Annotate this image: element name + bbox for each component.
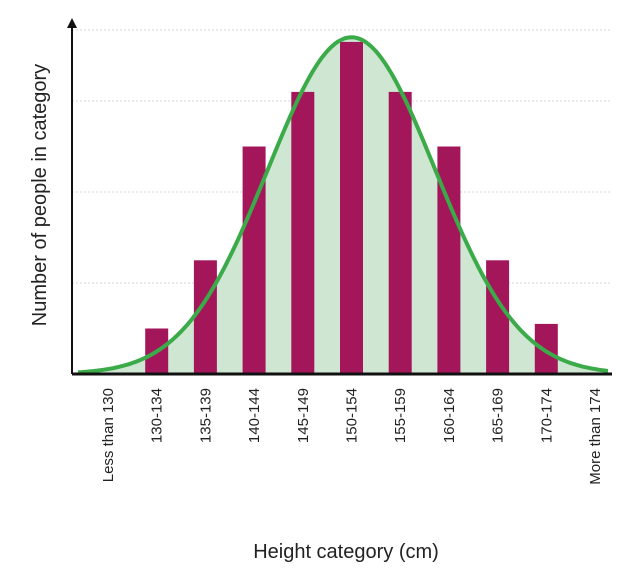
- x-axis-title: Height category (cm): [253, 541, 439, 563]
- x-tick-label: 145-149: [295, 388, 312, 443]
- normal-curve: [77, 35, 609, 375]
- bar-135-139: [193, 260, 217, 375]
- bar-165-169: [486, 260, 510, 375]
- x-tick-label: 150-154: [344, 388, 361, 443]
- x-tick-label: Less than 130: [100, 388, 117, 482]
- x-tick-label: 155-159: [392, 388, 409, 443]
- bar-160-164: [437, 146, 461, 374]
- bar-145-149: [291, 91, 315, 375]
- x-tick-label: 140-144: [246, 388, 263, 443]
- x-tick-label: 130-134: [149, 388, 166, 443]
- x-tick-label: More than 174: [587, 388, 604, 485]
- x-tick-label: 165-169: [490, 388, 507, 443]
- bar-150-154: [340, 41, 363, 375]
- x-tick-label: 135-139: [197, 388, 214, 443]
- x-tick-label: 170-174: [538, 388, 555, 443]
- axes: [67, 18, 612, 376]
- x-tick-labels: Less than 130 130-134 135-139 140-144 145-14…: [100, 388, 604, 485]
- y-axis-arrow: [67, 18, 77, 28]
- bar-155-159: [388, 91, 412, 375]
- bars: [145, 41, 558, 375]
- bar-170-174: [534, 323, 558, 374]
- y-axis-title: Number of people in category: [29, 64, 51, 326]
- bar-140-144: [242, 146, 266, 374]
- x-tick-label: 160-164: [441, 388, 458, 443]
